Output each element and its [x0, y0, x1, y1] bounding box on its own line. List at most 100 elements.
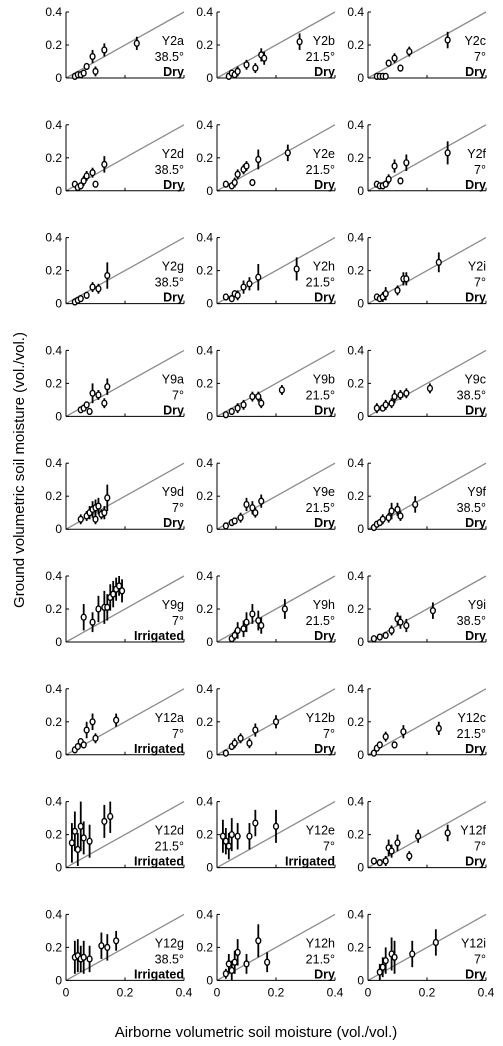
- data-point: [101, 399, 108, 407]
- panel-angle: 7°: [474, 840, 486, 854]
- y-tick-label: 0: [55, 635, 62, 649]
- panel-id: Y9f: [467, 485, 486, 499]
- data-point: [240, 401, 247, 409]
- data-point: [246, 832, 253, 840]
- data-point: [104, 271, 111, 280]
- data-point: [222, 411, 229, 419]
- y-tick-label: 0.4: [45, 569, 62, 583]
- y-axis-label: Ground volumetric soil moisture (vol./vo…: [11, 332, 28, 608]
- data-point: [379, 515, 386, 523]
- panel-condition: Dry: [314, 65, 335, 79]
- y-tick-label: 0.4: [196, 907, 213, 921]
- data-point: [391, 741, 398, 749]
- panel-angle: 7°: [323, 840, 335, 854]
- panel-condition: Irrigated: [134, 742, 184, 756]
- data-point: [412, 500, 419, 509]
- y-tick-label: 0.2: [196, 151, 213, 165]
- data-point: [394, 286, 401, 295]
- y-tick-label: 0.2: [347, 828, 364, 842]
- data-point: [385, 59, 392, 67]
- panel-condition: Dry: [163, 65, 184, 79]
- data-point: [415, 832, 422, 840]
- y-tick-label: 0.4: [347, 5, 364, 19]
- y-tick-label: 0.2: [347, 489, 364, 503]
- one-to-one-line: [367, 913, 487, 981]
- panel-id: Y12e: [306, 824, 335, 838]
- y-tick-label: 0: [206, 861, 213, 875]
- data-point: [234, 404, 241, 412]
- y-tick-label: 0: [206, 71, 213, 85]
- panel-id: Y12b: [306, 711, 335, 725]
- panel-id: Y2e: [313, 147, 335, 161]
- panel-condition: Dry: [465, 855, 486, 869]
- data-point: [376, 859, 383, 867]
- y-tick-label: 0.2: [45, 828, 62, 842]
- data-point: [391, 953, 398, 961]
- data-point: [397, 512, 404, 520]
- y-tick-label: 0.2: [347, 602, 364, 616]
- panel-angle: 21.5°: [306, 50, 335, 64]
- data-point: [240, 625, 247, 633]
- panel-angle: 7°: [323, 727, 335, 741]
- data-point: [403, 621, 410, 630]
- data-point: [444, 829, 451, 837]
- panel-id: Y12i: [461, 936, 486, 950]
- panel-condition: Dry: [314, 967, 335, 981]
- panel-id: Y12g: [155, 936, 184, 950]
- data-point: [426, 384, 434, 392]
- y-tick-label: 0.2: [45, 715, 62, 729]
- data-point: [370, 635, 378, 643]
- panel-angle: 7°: [172, 501, 184, 515]
- panel-Y9h: 0 0.2 0.4 Y9h 21.5°Dry: [196, 569, 336, 649]
- y-tick-label: 0.4: [45, 795, 62, 809]
- panel-id: Y9i: [468, 598, 486, 612]
- data-point: [382, 733, 389, 741]
- data-point: [234, 67, 241, 76]
- panel-Y9b: 0 0.2 0.4 Y9b 21.5°Dry: [196, 343, 336, 423]
- panel-id: Y9g: [162, 598, 184, 612]
- data-point: [80, 613, 87, 621]
- data-point: [281, 605, 288, 613]
- y-tick-label: 0.4: [45, 343, 62, 357]
- data-point: [113, 937, 120, 945]
- data-point: [80, 741, 87, 749]
- data-point: [444, 149, 451, 157]
- panel-id: Y2a: [162, 34, 184, 48]
- panel-condition: Irrigated: [134, 967, 184, 981]
- data-point: [385, 175, 392, 183]
- y-tick-label: 0.4: [45, 456, 62, 470]
- panel-angle: 21.5°: [306, 952, 335, 966]
- data-point: [403, 159, 410, 167]
- panel-condition: Dry: [314, 178, 335, 192]
- panel-angle: 7°: [172, 614, 184, 628]
- panel-Y2b: 0 0.2 0.4 Y2b 21.5°Dry: [196, 5, 336, 85]
- y-tick-label: 0.4: [347, 569, 364, 583]
- panel-Y2f: 0 0.2 0.4 Y2f 7°Dry: [347, 118, 486, 198]
- one-to-one-line: [65, 801, 185, 869]
- panel-Y12e: 0 0.2 0.4 Y12e 7°Irrigated: [196, 795, 336, 875]
- data-point: [86, 837, 93, 845]
- y-tick-label: 0.2: [196, 940, 213, 954]
- y-tick-label: 0.2: [347, 940, 364, 954]
- panel-id: Y2f: [467, 147, 486, 161]
- y-tick-label: 0.2: [347, 151, 364, 165]
- panel-id: Y9h: [313, 598, 335, 612]
- data-point: [243, 162, 250, 170]
- y-tick-label: 0.4: [347, 231, 364, 245]
- y-tick-label: 0.2: [45, 38, 62, 52]
- panel-angle: 38.5°: [155, 50, 184, 64]
- data-point: [77, 295, 84, 303]
- panel-Y12a: 0 0.2 0.4 Y12a 7°Irrigated: [45, 682, 185, 762]
- data-point: [373, 404, 380, 412]
- data-point: [382, 857, 389, 865]
- data-point: [243, 960, 250, 968]
- panel-id: Y2b: [313, 34, 335, 48]
- y-tick-label: 0.4: [347, 907, 364, 921]
- data-point: [397, 177, 404, 185]
- data-point: [391, 393, 398, 401]
- panel-angle: 38.5°: [155, 276, 184, 290]
- data-point: [252, 509, 259, 517]
- x-axis-label: Airborne volumetric soil moisture (vol./…: [115, 1024, 398, 1041]
- panel-id: Y2i: [468, 260, 486, 274]
- panel-angle: 38.5°: [155, 952, 184, 966]
